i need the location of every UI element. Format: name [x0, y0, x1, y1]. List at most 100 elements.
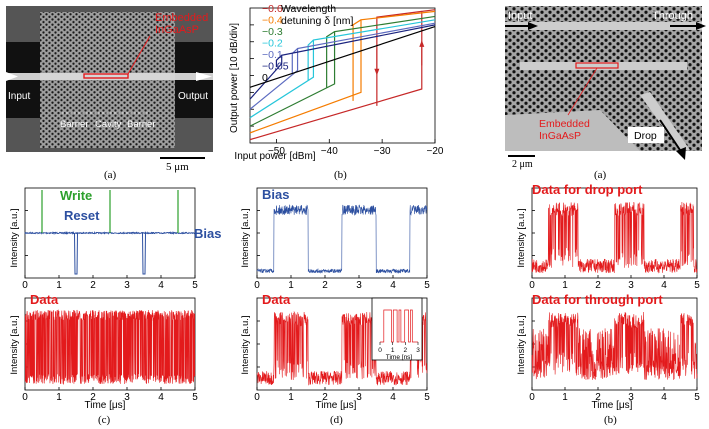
input-arrow-icon [6, 72, 18, 81]
bias-c-xtick-label: 2 [90, 280, 96, 291]
panel-label-d: (d) [330, 414, 343, 426]
right-embedded-line2: InGaAsP [539, 130, 581, 142]
through-xtick-label: 2 [595, 392, 601, 403]
drop-xtick-label: 4 [661, 280, 667, 291]
hyst-legend-entry: −0.6 [262, 3, 283, 15]
hyst-series-line [249, 15, 436, 127]
hyst-xlabel: Input power [dBm] [234, 151, 315, 162]
hyst-legend-entry: −0.1 [262, 49, 283, 61]
through-trace [531, 312, 698, 380]
sem-image-right [505, 6, 706, 160]
right-embedded-line1: Embedded [539, 118, 590, 130]
hyst-xtick-label: −20 [427, 146, 444, 157]
bias-c-xtick-label: 0 [22, 280, 28, 291]
legend-title-line2: detuning δ [nm] [281, 15, 353, 27]
sem-image-left [6, 6, 213, 152]
arrow-down-head [374, 68, 380, 76]
hysteresis-chart: −50 −40 −30 −20 −0.6−0.4−0.3−0.2−0.1−0.050 [249, 3, 444, 157]
data-d-xtick-label: 2 [322, 392, 328, 403]
ylabel-through: Intensity [a.u.] [516, 315, 527, 374]
hyst-legend-entry: −0.4 [262, 15, 283, 27]
ylabel-d-top: Intensity [a.u.] [240, 208, 251, 267]
inset-xtick-label: 3 [416, 347, 420, 354]
bias-d-xtick-label: 1 [288, 280, 294, 291]
panel-label-c: (c) [98, 414, 111, 426]
right-drop-label: Drop [634, 130, 657, 142]
data-c-xtick-label: 1 [56, 392, 62, 403]
right-through-label: Through [652, 10, 693, 22]
panel-label-top-right: (a) [594, 169, 607, 181]
bias-d-xtick-label: 0 [254, 280, 260, 291]
through-xtick-label: 0 [529, 392, 535, 403]
data-c-trace [24, 309, 196, 385]
reset-pulse [142, 232, 146, 275]
inset-xtick-label: 1 [391, 347, 395, 354]
panel-label-top-left: (a) [104, 169, 117, 181]
drop-xtick-label: 3 [628, 280, 634, 291]
hyst-legend-entry: −0.3 [262, 26, 283, 38]
hyst-series-line [249, 25, 436, 88]
ylabel-d-bottom: Intensity [a.u.] [240, 315, 251, 374]
bias-d-xtick-label: 2 [322, 280, 328, 291]
bias-c-xtick-label: 4 [158, 280, 164, 291]
hyst-xtick-label: −30 [374, 146, 391, 157]
barrier-left-label: Barrier [60, 119, 89, 130]
bias-d-xtick-label: 3 [356, 280, 362, 291]
xlabel-d: Time [μs] [316, 400, 357, 411]
reset-pulse [74, 232, 78, 275]
hyst-xtick-label: −40 [321, 146, 338, 157]
data-c-xtick-label: 3 [124, 392, 130, 403]
ylabel-drop: Intensity [a.u.] [516, 208, 527, 267]
bias-label-d: Bias [262, 187, 289, 202]
bias-d-xtick-label: 5 [424, 280, 430, 291]
data-d-trace [256, 310, 428, 386]
scale-bar-right-label: 2 μm [512, 159, 533, 170]
inset-xlabel: Time [ns] [386, 354, 413, 361]
hyst-series-line [249, 10, 436, 134]
input-label: Input [8, 91, 30, 102]
bias-c-xtick-label: 5 [192, 280, 198, 291]
data-c-xtick-label: 0 [22, 392, 28, 403]
cavity-label: Cavity [95, 119, 122, 130]
bias-c-xtick-label: 3 [124, 280, 130, 291]
embedded-label-line1: Embedded [155, 12, 208, 24]
hyst-legend-entry: 0 [262, 72, 268, 84]
time-traces: 0 1 2 3 4 5 0 1 2 3 4 5 0 1 2 3 4 5 0 1 2 3 4 5 0 1 2 3 4 5 0 1 2 3 4 5 0 1 2 3… [22, 187, 700, 403]
bias-d-trace [256, 204, 428, 274]
data-d-xtick-label: 3 [356, 392, 362, 403]
data-c-xtick-label: 2 [90, 392, 96, 403]
inset-xtick-label: 0 [378, 347, 382, 354]
data-label-d: Data [262, 292, 291, 307]
hyst-ylabel: Output power [10 dB/div] [229, 23, 240, 133]
panel-label-top-middle: (b) [334, 169, 347, 181]
write-label: Write [60, 188, 92, 203]
ylabel-c-top: Intensity [a.u.] [9, 208, 20, 267]
bias-label-c: Bias [194, 226, 221, 241]
data-d-xtick-label: 4 [390, 392, 396, 403]
reset-label: Reset [64, 208, 100, 223]
drop-xtick-label: 0 [529, 280, 535, 291]
panel-label-bottom-right: (b) [604, 414, 617, 426]
hyst-xtick-label: −50 [268, 146, 285, 157]
drop-xtick-label: 5 [694, 280, 700, 291]
drop-port-label: Data for drop port [532, 182, 643, 197]
xlabel-c: Time [μs] [85, 400, 126, 411]
drop-arrow-icon [659, 119, 681, 151]
output-label: Output [178, 91, 208, 102]
through-xtick-label: 1 [562, 392, 568, 403]
bias-d-xtick-label: 4 [390, 280, 396, 291]
data-c-xtick-label: 4 [158, 392, 164, 403]
xlabel-right: Time [μs] [592, 400, 633, 411]
data-d-xtick-label: 1 [288, 392, 294, 403]
legend-title-line1: Wavelength [281, 3, 336, 15]
output-arrow-icon [196, 72, 212, 81]
through-xtick-label: 3 [628, 392, 634, 403]
inset-trace [380, 309, 418, 343]
data-c-xtick-label: 5 [192, 392, 198, 403]
bias-c-xtick-label: 1 [56, 280, 62, 291]
through-xtick-label: 4 [661, 392, 667, 403]
embedded-label-line2: InGaAsP [155, 24, 199, 36]
right-input-label: Input [508, 10, 532, 22]
drop-xtick-label: 1 [562, 280, 568, 291]
